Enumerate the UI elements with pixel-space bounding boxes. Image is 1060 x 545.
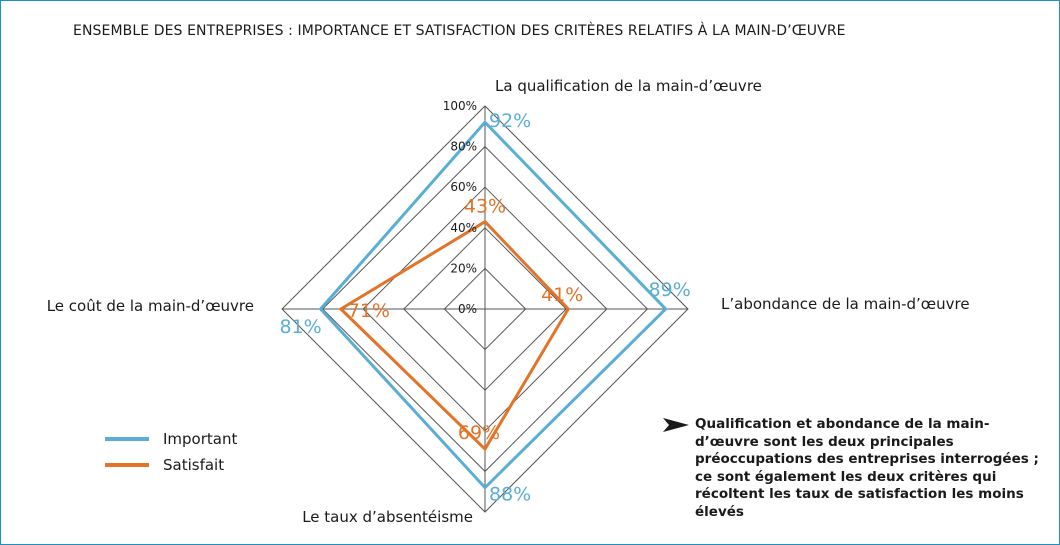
tick-label-0: 0% [458, 302, 477, 316]
arrowhead-icon [663, 418, 689, 432]
value-label-important-2: 88% [489, 484, 531, 506]
series-layer: 92% 89% 88% 81% 43% 41% 69% 71% [279, 110, 690, 505]
tick-layer: 0% 20% 40% 60% 80% 100% [443, 99, 477, 316]
tick-label-20: 20% [450, 261, 477, 275]
legend-label-satisfait: Satisfait [163, 456, 225, 474]
grid-layer [281, 105, 689, 513]
value-label-important-1: 89% [649, 279, 691, 301]
series-polygon-important [318, 120, 668, 490]
value-label-important-0: 92% [489, 110, 531, 132]
legend-item-important: Important [105, 426, 237, 452]
chart-title: ENSEMBLE DES ENTREPRISES : IMPORTANCE ET… [73, 23, 846, 39]
tick-label-40: 40% [450, 221, 477, 235]
series-polygon-satisfait [338, 219, 571, 452]
axis-label-0: La qualification de la main-d’œuvre [495, 77, 762, 95]
legend-item-satisfait: Satisfait [105, 452, 237, 478]
key-insight-note: Qualification et abondance de la main-d’… [661, 416, 1046, 521]
legend: Important Satisfait [105, 426, 237, 478]
tick-label-100: 100% [443, 99, 477, 113]
value-label-satisfait-3: 71% [348, 300, 390, 322]
legend-swatch-important [105, 437, 149, 441]
axis-label-1: L’abondance de la main-d’œuvre [721, 295, 970, 313]
legend-swatch-satisfait [105, 463, 149, 467]
legend-label-important: Important [163, 430, 238, 448]
tick-label-80: 80% [450, 140, 477, 154]
value-label-satisfait-1: 41% [541, 284, 583, 306]
tick-label-60: 60% [450, 180, 477, 194]
label-layer: La qualification de la main-d’œuvre L’abo… [47, 77, 970, 526]
note-text: Qualification et abondance de la main-d’… [695, 416, 1039, 520]
value-label-satisfait-0: 43% [464, 196, 506, 218]
value-label-satisfait-2: 69% [458, 422, 500, 444]
value-label-important-3: 81% [279, 316, 321, 338]
axis-label-3: Le coût de la main-d’œuvre [47, 297, 254, 315]
axis-label-2: Le taux d’absentéisme [302, 508, 473, 526]
